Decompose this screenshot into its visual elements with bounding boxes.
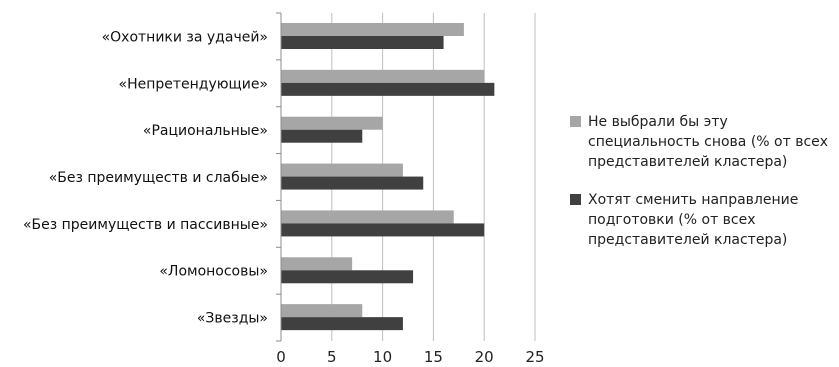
x-tick-labels: 0 5 10 15 20 25 <box>276 348 544 366</box>
category-label: «Ломоносовы» <box>159 264 268 280</box>
x-tick-label: 5 <box>327 348 337 366</box>
bar-s1-c1 <box>281 82 495 96</box>
legend-label-0: Не выбрали бы эту <box>588 114 728 130</box>
legend-label-0: представителей кластера) <box>588 154 787 170</box>
category-labels: «Охотники за удачей» «Непретендующие» «Рац… <box>23 29 268 326</box>
category-label: «Без преимуществ и пассивные» <box>23 217 268 233</box>
bar-s0-c0 <box>281 23 464 36</box>
category-label: «Без преимуществ и слабые» <box>49 170 268 186</box>
bar-s0-c1 <box>281 69 485 83</box>
axis <box>276 12 282 342</box>
bar-s1-c2 <box>281 129 363 143</box>
legend-label-1: подготовки (% от всех <box>588 212 756 228</box>
bar-s0-c5 <box>281 257 353 271</box>
bar-s0-c3 <box>281 163 403 177</box>
legend-swatch-0 <box>570 116 581 127</box>
bar-s1-c5 <box>281 270 414 284</box>
x-tick-label: 10 <box>373 348 392 366</box>
category-label: «Непретендующие» <box>119 76 269 92</box>
bar-s0-c2 <box>281 116 383 130</box>
x-tick-label: 25 <box>525 348 544 366</box>
bar-s0-c4 <box>281 210 454 224</box>
legend: Не выбрали бы эту специальность снова (% … <box>570 114 828 248</box>
category-label: «Звезды» <box>197 311 268 327</box>
bar-s1-c6 <box>281 317 403 331</box>
bar-s1-c4 <box>281 223 485 237</box>
bar-s1-c0 <box>281 36 444 49</box>
category-label: «Рациональные» <box>143 123 268 139</box>
x-tick-label: 15 <box>424 348 443 366</box>
bar-s1-c3 <box>281 176 424 190</box>
x-tick-label: 20 <box>475 348 494 366</box>
legend-label-1: Хотят сменить направление <box>588 192 798 208</box>
gridlines <box>331 13 536 341</box>
legend-label-0: специальность снова (% от всех <box>588 134 828 150</box>
legend-label-1: представителей кластера) <box>588 232 787 248</box>
bars <box>281 23 495 331</box>
legend-swatch-1 <box>570 194 581 205</box>
bar-s0-c6 <box>281 304 363 318</box>
category-label: «Охотники за удачей» <box>102 29 268 45</box>
x-tick-label: 0 <box>276 348 286 366</box>
